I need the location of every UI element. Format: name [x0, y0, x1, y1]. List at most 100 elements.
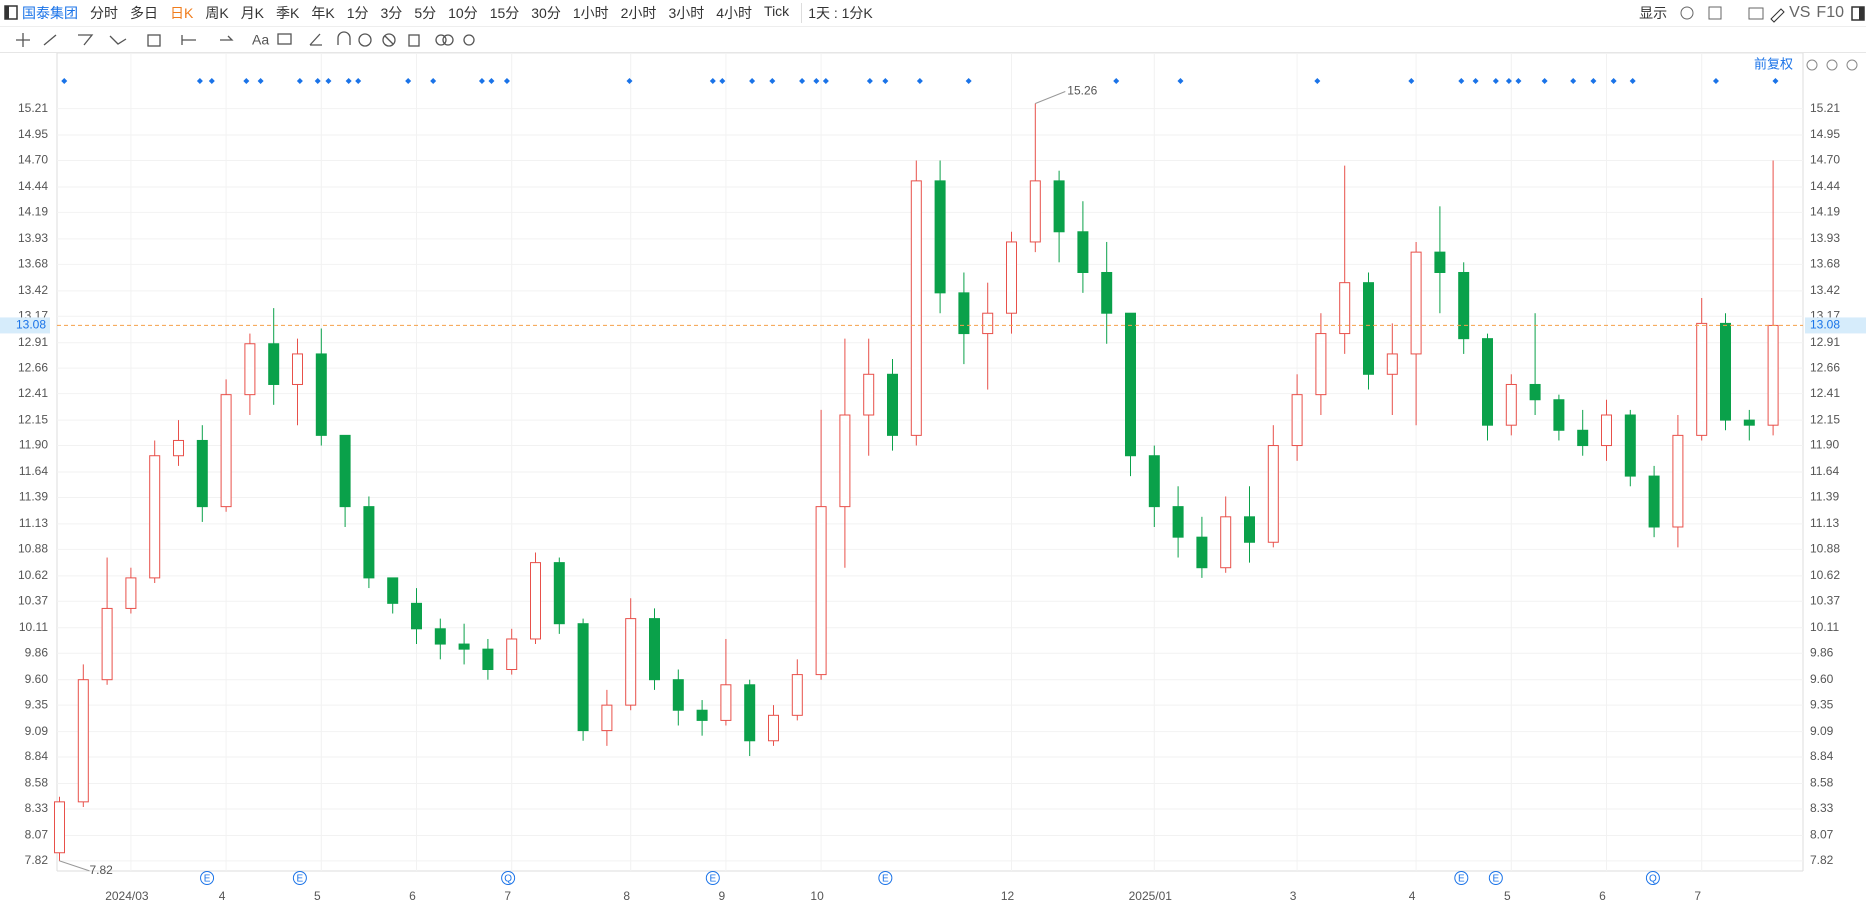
- period[interactable]: 2小时: [620, 5, 657, 21]
- candle-body: [910, 180, 922, 436]
- top-icons[interactable]: [1679, 3, 1789, 23]
- y2-tick-label: 11.13: [1810, 516, 1839, 530]
- y-tick-label: 11.64: [19, 464, 48, 478]
- period[interactable]: 年K: [311, 5, 335, 21]
- event-diamond: [1629, 78, 1636, 84]
- candle-body: [1577, 429, 1589, 447]
- period[interactable]: 3小时: [668, 5, 705, 21]
- event-diamond: [1712, 78, 1719, 84]
- candle-body: [54, 801, 65, 854]
- event-label: E: [1458, 874, 1465, 885]
- period[interactable]: 日K: [170, 5, 194, 21]
- adjust-label[interactable]: 前复权: [1754, 56, 1793, 71]
- candle-body: [530, 562, 541, 640]
- candle-body: [1434, 251, 1446, 273]
- candle-body: [1029, 180, 1041, 243]
- event-diamond: [1515, 78, 1522, 84]
- candle-body: [1006, 241, 1017, 314]
- period[interactable]: 季K: [276, 5, 300, 21]
- candle-body: [173, 439, 184, 457]
- candle-body: [553, 562, 565, 625]
- y2-tick-label: 13.93: [1810, 231, 1840, 245]
- y-tick-label: 15.21: [18, 101, 48, 115]
- current-price-right: 13.08: [1810, 318, 1840, 332]
- event-diamond: [61, 78, 68, 84]
- text-tool[interactable]: Aa: [252, 32, 269, 48]
- event-diamond: [325, 78, 332, 84]
- f10[interactable]: F10: [1816, 4, 1844, 21]
- x-tick-label: 10: [810, 889, 824, 903]
- period[interactable]: 多日: [130, 5, 158, 21]
- event-diamond: [345, 78, 352, 84]
- zoom-control[interactable]: [1826, 59, 1838, 71]
- candle-body: [649, 618, 660, 681]
- y-tick-label: 8.07: [25, 828, 49, 842]
- chart: 7.82 7.82 8.07 8.07 8.33 8.33 8.58 8.58 8.84 8.84…: [0, 53, 1866, 903]
- panel-icon[interactable]: [1850, 3, 1866, 23]
- layout-icon[interactable]: [0, 0, 22, 26]
- event-badge: [1488, 871, 1503, 885]
- candle-body: [1053, 180, 1065, 233]
- candle-body: [1267, 445, 1279, 543]
- y-tick-label: 13.42: [18, 283, 48, 297]
- period[interactable]: 30分: [531, 5, 561, 21]
- x-tick-label: 7: [1694, 889, 1701, 903]
- candle-body: [1172, 506, 1184, 538]
- y-tick-label: 12.15: [18, 412, 48, 426]
- event-diamond: [1113, 78, 1120, 84]
- compare[interactable]: VS: [1789, 4, 1811, 21]
- period[interactable]: 3分: [380, 5, 403, 21]
- x-tick-label: 4: [1409, 889, 1416, 903]
- period[interactable]: 分时: [90, 5, 118, 21]
- period[interactable]: Tick: [764, 3, 790, 19]
- candle-body: [1505, 383, 1517, 426]
- event-label: E: [1492, 874, 1499, 885]
- y-tick-label: 11.39: [19, 490, 48, 504]
- candle-body: [1529, 383, 1541, 401]
- event-diamond: [799, 78, 806, 84]
- y2-tick-label: 11.90: [1810, 438, 1839, 452]
- period[interactable]: 月K: [240, 5, 265, 21]
- period[interactable]: 15分: [489, 5, 520, 21]
- y-tick-label: 12.41: [18, 386, 48, 400]
- current-price-left: 13.08: [16, 318, 46, 332]
- candle-body: [768, 714, 779, 742]
- stock-name[interactable]: 国泰集团: [22, 5, 78, 21]
- interval[interactable]: 1天 : 1分K: [801, 3, 873, 23]
- tool-icons[interactable]: Aa: [0, 27, 500, 52]
- period[interactable]: 周K: [205, 5, 229, 21]
- zoom-control[interactable]: [1806, 59, 1818, 71]
- y2-tick-label: 14.95: [1810, 127, 1840, 141]
- event-diamond: [196, 78, 203, 84]
- y2-tick-label: 8.84: [1810, 749, 1834, 763]
- candle-body: [315, 353, 327, 436]
- display-menu[interactable]: 显示: [1639, 5, 1668, 21]
- event-diamond: [478, 78, 485, 84]
- period[interactable]: 10分: [448, 5, 478, 21]
- period[interactable]: 1分: [346, 5, 369, 21]
- candle-body: [387, 577, 399, 604]
- period[interactable]: 1小时: [572, 5, 609, 21]
- event-label: E: [882, 874, 889, 885]
- high-leader: [1035, 91, 1066, 104]
- candle-body: [839, 414, 851, 508]
- candle-body: [268, 343, 280, 385]
- event-diamond: [866, 78, 873, 84]
- event-diamond: [1541, 78, 1548, 84]
- period[interactable]: 5分: [414, 5, 437, 21]
- zoom-control[interactable]: [1846, 59, 1858, 71]
- event-diamond: [503, 78, 510, 84]
- candle-body: [863, 373, 875, 416]
- period[interactable]: 4小时: [716, 5, 753, 21]
- candle-body: [625, 618, 637, 706]
- y-tick-label: 8.33: [25, 801, 49, 815]
- event-diamond: [405, 78, 412, 84]
- event-badge: [878, 871, 893, 885]
- candle-body: [1410, 251, 1422, 355]
- y2-tick-label: 12.66: [1810, 360, 1840, 374]
- event-diamond: [1177, 78, 1184, 84]
- event-diamond: [769, 78, 776, 84]
- candle-body: [1315, 333, 1327, 396]
- period-list: 分时 多日 日K 周K 月K 季K 年K 1分 3分 5分 10分 15分 30分 1小时 2小时 3小时 4小…: [90, 3, 801, 23]
- y-tick-label: 11.90: [19, 438, 48, 452]
